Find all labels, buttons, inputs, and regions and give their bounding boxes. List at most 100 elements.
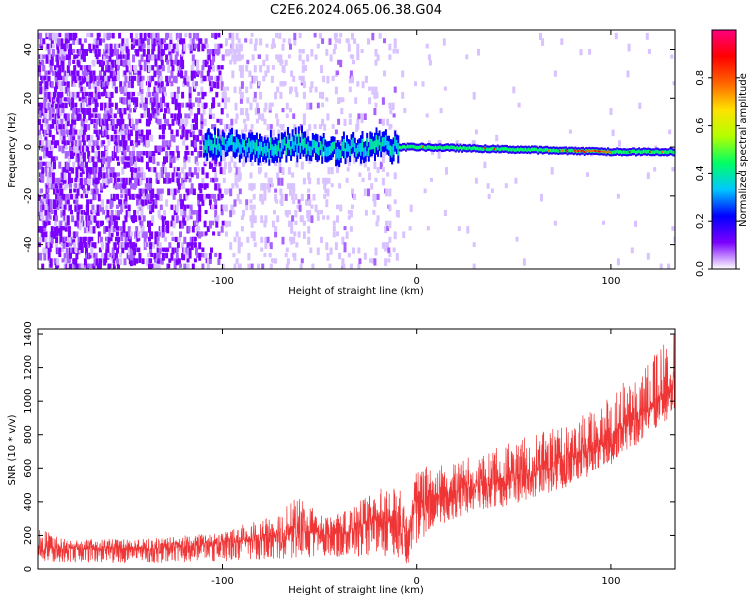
- heatmap-cell: [106, 134, 110, 140]
- heatmap-cell: [337, 97, 341, 105]
- heatmap-cell: [100, 102, 103, 111]
- heatmap-cell: [111, 118, 115, 126]
- heatmap-cell: [330, 167, 334, 175]
- heatmap-cell: [235, 49, 239, 54]
- heatmap-cell: [287, 220, 291, 227]
- heatmap-cell: [126, 242, 130, 250]
- heatmap-cell: [197, 193, 201, 200]
- heatmap-cell: [218, 188, 222, 194]
- heatmap-cell: [93, 215, 97, 223]
- heatmap-cell: [88, 108, 92, 114]
- heatmap-cell: [113, 242, 117, 251]
- heatmap-cell: [135, 258, 139, 264]
- heatmap-cell: [265, 43, 269, 48]
- heatmap-cell: [122, 204, 126, 209]
- heatmap-cell: [240, 108, 244, 116]
- heatmap-cell: [112, 263, 116, 269]
- heatmap-cell: [271, 129, 275, 137]
- heatmap-cell: [157, 210, 161, 218]
- heatmap-cell: [158, 242, 162, 249]
- heatmap-cell: [110, 231, 114, 238]
- heatmap-cell: [90, 134, 94, 143]
- heatmap-cell: [474, 129, 478, 135]
- heatmap-cell: [216, 118, 220, 123]
- heatmap-cell: [215, 220, 219, 228]
- heatmap-cell: [106, 81, 110, 86]
- heatmap-cell: [302, 220, 306, 226]
- heatmap-cell: [191, 54, 195, 62]
- heatmap-cell: [67, 231, 71, 238]
- heatmap-cell: [177, 258, 181, 265]
- heatmap-cell: [191, 102, 195, 108]
- heatmap-carrier-core: [301, 133, 303, 146]
- heatmap-cell: [292, 199, 296, 205]
- heatmap-cell: [294, 86, 298, 93]
- heatmap-cell: [259, 167, 263, 173]
- heatmap-cell: [67, 172, 71, 180]
- heatmap-cell: [111, 59, 115, 68]
- heatmap-cell: [222, 177, 226, 183]
- heatmap-cell: [289, 188, 292, 196]
- heatmap-cell: [275, 54, 279, 60]
- heatmap-cell: [142, 215, 146, 222]
- heatmap-cell: [265, 54, 269, 62]
- heatmap-carrier-core: [437, 145, 440, 150]
- snr-x-ticks: -100 0 100: [211, 329, 620, 587]
- heatmap-cell: [197, 70, 201, 75]
- heatmap-cell: [222, 86, 226, 93]
- heatmap-carrier-core: [353, 143, 356, 153]
- heatmap-cell: [208, 258, 212, 264]
- heatmap-cell: [103, 54, 107, 62]
- heatmap-cell: [200, 124, 204, 129]
- snr-y-tick-label: 1000: [23, 388, 34, 413]
- heatmap-cell: [176, 242, 180, 248]
- heatmap-cell: [221, 54, 225, 61]
- heatmap-cell: [330, 183, 334, 188]
- heatmap-cell: [177, 236, 181, 242]
- heatmap-cell: [332, 226, 336, 232]
- heatmap-cell: [347, 210, 351, 215]
- heatmap-cell: [197, 43, 201, 52]
- heatmap-cell: [69, 43, 72, 50]
- heatmap-cell: [95, 129, 99, 137]
- heatmap-cell: [177, 108, 181, 115]
- heatmap-cell: [212, 102, 216, 108]
- heatmap-cell: [122, 134, 126, 142]
- heatmap-cell: [66, 38, 70, 44]
- snr-y-tick-label: 400: [23, 492, 34, 511]
- heatmap-cell: [396, 210, 400, 218]
- heatmap-cell: [98, 263, 102, 269]
- heatmap-cell: [65, 43, 69, 49]
- heatmap-cell: [193, 140, 197, 148]
- heatmap-cell: [72, 161, 76, 168]
- heatmap-cell: [40, 43, 44, 49]
- snr-y-tick-label: 1200: [23, 355, 34, 380]
- heatmap-cell: [386, 226, 390, 231]
- heatmap-cell: [79, 167, 83, 172]
- heatmap-carrier-core: [409, 144, 412, 149]
- heatmap-cell: [97, 172, 101, 181]
- heatmap-cell: [250, 124, 254, 129]
- heatmap-cell: [155, 97, 159, 103]
- heatmap-cell: [186, 204, 190, 209]
- heatmap-cell: [95, 54, 99, 60]
- heatmap-cell: [286, 258, 290, 265]
- heatmap-cell: [141, 258, 145, 265]
- heatmap-cell: [46, 161, 50, 168]
- heatmap-cell: [66, 236, 70, 243]
- heatmap-carrier-core: [240, 144, 243, 154]
- heatmap-carrier-core: [439, 145, 442, 149]
- heatmap-cell: [165, 140, 169, 147]
- heatmap-cell: [39, 59, 43, 65]
- heatmap-cell: [227, 188, 231, 194]
- heatmap-cell: [189, 38, 193, 45]
- heatmap-cell: [233, 59, 237, 65]
- heatmap-cell: [334, 129, 338, 135]
- heatmap-carrier-core: [523, 148, 526, 152]
- heatmap-cell: [106, 108, 110, 116]
- heatmap-cell: [114, 236, 118, 242]
- heatmap-cell: [343, 118, 347, 127]
- heatmap-cell: [96, 210, 100, 216]
- heatmap-cell: [103, 49, 107, 57]
- heatmap-cell: [92, 177, 96, 186]
